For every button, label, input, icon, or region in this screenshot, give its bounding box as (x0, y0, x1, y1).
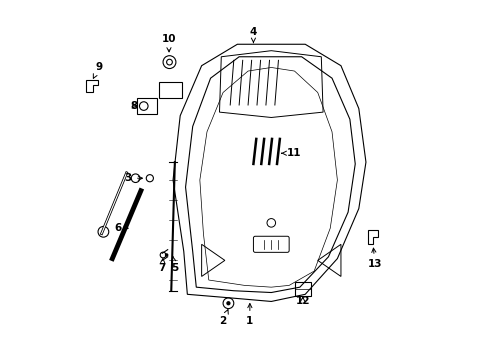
Text: 2: 2 (219, 310, 228, 326)
Text: 10: 10 (161, 34, 176, 52)
Circle shape (226, 301, 230, 305)
Text: 9: 9 (93, 63, 102, 78)
Text: 1: 1 (246, 303, 253, 326)
Text: 5: 5 (171, 257, 178, 273)
Text: 6: 6 (114, 223, 128, 233)
Text: 4: 4 (249, 27, 257, 42)
Text: 13: 13 (367, 248, 381, 269)
Text: 12: 12 (295, 296, 309, 306)
Text: 8: 8 (130, 101, 137, 111)
Circle shape (164, 253, 168, 257)
Text: 3: 3 (124, 173, 142, 183)
Text: 11: 11 (281, 148, 301, 158)
Text: 7: 7 (158, 258, 166, 273)
